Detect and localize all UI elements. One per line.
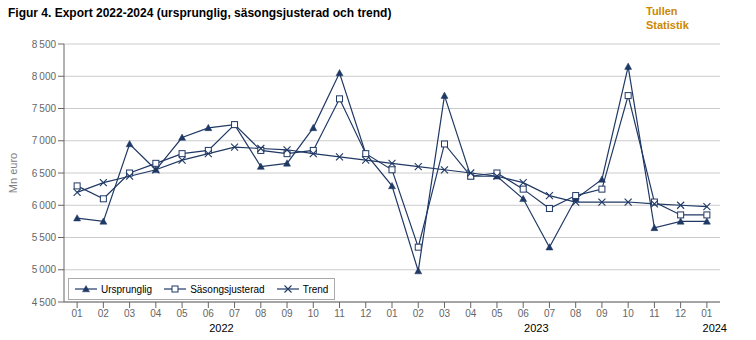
html-text:2022: 2022 xyxy=(209,322,234,334)
svg-text:8 000: 8 000 xyxy=(32,71,57,82)
svg-text:6 500: 6 500 xyxy=(32,168,57,179)
svg-text:5 000: 5 000 xyxy=(32,264,57,275)
html-text:Säsongsjusterad: Säsongsjusterad xyxy=(190,283,265,295)
svg-text:01: 01 xyxy=(701,308,713,319)
svg-text:07: 07 xyxy=(229,308,241,319)
svg-text:06: 06 xyxy=(203,308,215,319)
svg-text:01: 01 xyxy=(386,308,398,319)
html-text:2024: 2024 xyxy=(702,322,727,334)
svg-text:02: 02 xyxy=(98,308,110,319)
svg-text:06: 06 xyxy=(518,308,530,319)
svg-text:02: 02 xyxy=(413,308,425,319)
svg-text:08: 08 xyxy=(255,308,267,319)
svg-text:08: 08 xyxy=(570,308,582,319)
svg-text:11: 11 xyxy=(334,308,345,319)
svg-text:11: 11 xyxy=(649,308,660,319)
html-text:2023: 2023 xyxy=(524,322,549,334)
svg-text:07: 07 xyxy=(544,308,556,319)
svg-text:4 500: 4 500 xyxy=(32,297,57,308)
svg-text:12: 12 xyxy=(675,308,687,319)
html-text:Statistik: Statistik xyxy=(646,19,689,31)
svg-text:8 500: 8 500 xyxy=(32,39,57,50)
html-text:Trend: Trend xyxy=(302,283,329,295)
svg-text:05: 05 xyxy=(177,308,189,319)
svg-text:03: 03 xyxy=(439,308,451,319)
svg-text:03: 03 xyxy=(124,308,136,319)
svg-text:05: 05 xyxy=(491,308,503,319)
html-text:Ursprunglig: Ursprunglig xyxy=(101,283,153,295)
svg-text:7 000: 7 000 xyxy=(32,135,57,146)
svg-text:09: 09 xyxy=(596,308,608,319)
svg-text:12: 12 xyxy=(360,308,372,319)
svg-text:04: 04 xyxy=(150,308,162,319)
svg-text:09: 09 xyxy=(281,308,293,319)
svg-text:10: 10 xyxy=(623,308,635,319)
html-text:Tullen: Tullen xyxy=(646,5,678,17)
svg-text:10: 10 xyxy=(308,308,320,319)
svg-text:6 000: 6 000 xyxy=(32,200,57,211)
svg-text:5 500: 5 500 xyxy=(32,232,57,243)
svg-text:7 500: 7 500 xyxy=(32,103,57,114)
svg-text:04: 04 xyxy=(465,308,477,319)
svg-text:01: 01 xyxy=(72,308,84,319)
html-text:Figur 4. Export 2022-2024 (urs: Figur 4. Export 2022-2024 (ursprunglig, … xyxy=(8,6,392,20)
svg-text:Mn euro: Mn euro xyxy=(8,153,19,193)
